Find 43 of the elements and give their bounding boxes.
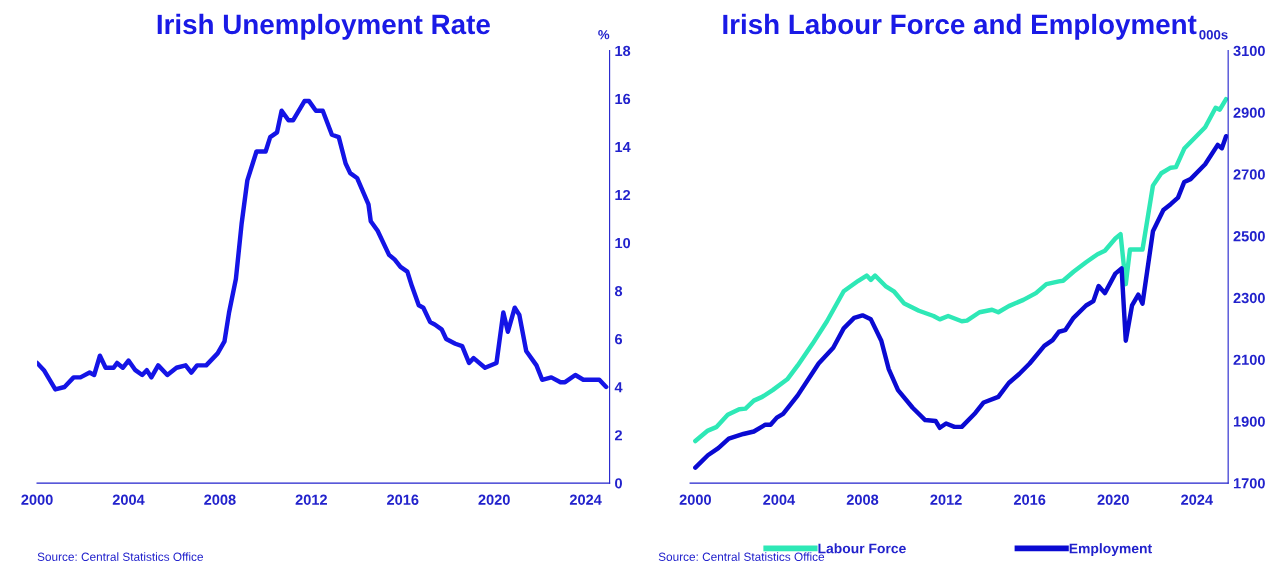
- x-tick-label: 2024: [569, 494, 602, 505]
- chart-title: Irish Unemployment Rate: [157, 13, 490, 40]
- chart-title: Irish Labour Force and Employment: [723, 13, 1197, 40]
- y-tick-label: 8: [614, 285, 623, 297]
- line-series: [693, 133, 1229, 470]
- y-tick-label: 2900: [1233, 107, 1265, 118]
- x-tick-label: 2008: [204, 494, 236, 505]
- x-tick-label: 2012: [295, 494, 327, 505]
- y-tick-label: 3100: [1233, 45, 1265, 57]
- y-tick-label: 1900: [1233, 416, 1265, 427]
- y-axis-title: 000s: [1199, 30, 1228, 40]
- y-tick-label: 12: [615, 189, 631, 201]
- x-tick-label: 2016: [1013, 494, 1046, 505]
- x-tick-label: 2024: [1181, 494, 1213, 505]
- x-tick-label: 2012: [930, 494, 962, 505]
- y-tick-label: 6: [615, 334, 623, 345]
- y-tick-label: 4: [614, 382, 623, 393]
- x-tick-label: 2000: [21, 494, 53, 505]
- x-tick-label: 2004: [763, 494, 796, 505]
- y-tick-label: 2: [614, 430, 622, 441]
- y-tick-label: 2500: [1233, 231, 1265, 242]
- y-tick-label: 1700: [1233, 478, 1265, 489]
- y-tick-label: 10: [615, 237, 631, 249]
- y-tick-label: 2300: [1233, 292, 1265, 304]
- y-tick-label: 2100: [1233, 354, 1265, 365]
- y-tick-label: 16: [615, 93, 631, 105]
- y-tick-label: 18: [615, 45, 631, 57]
- y-axis-title: %: [598, 30, 610, 40]
- source-note: Source: Central Statistics Office: [37, 552, 203, 561]
- y-tick-label: 0: [615, 478, 622, 489]
- source-note: Source: Central Statistics Office: [658, 552, 825, 561]
- line-series: [37, 98, 609, 392]
- y-tick-label: 14: [615, 141, 631, 153]
- x-tick-label: 2020: [478, 494, 510, 505]
- x-tick-label: 2000: [679, 494, 711, 505]
- line-series: [693, 96, 1229, 444]
- x-tick-label: 2008: [846, 494, 879, 505]
- legend-label: Employment: [1069, 543, 1152, 557]
- y-tick-label: 2700: [1233, 169, 1265, 180]
- x-tick-label: 2016: [387, 494, 419, 505]
- x-tick-label: 2004: [112, 494, 145, 505]
- legend-label: Labour Force: [818, 543, 906, 554]
- x-tick-label: 2020: [1097, 494, 1129, 505]
